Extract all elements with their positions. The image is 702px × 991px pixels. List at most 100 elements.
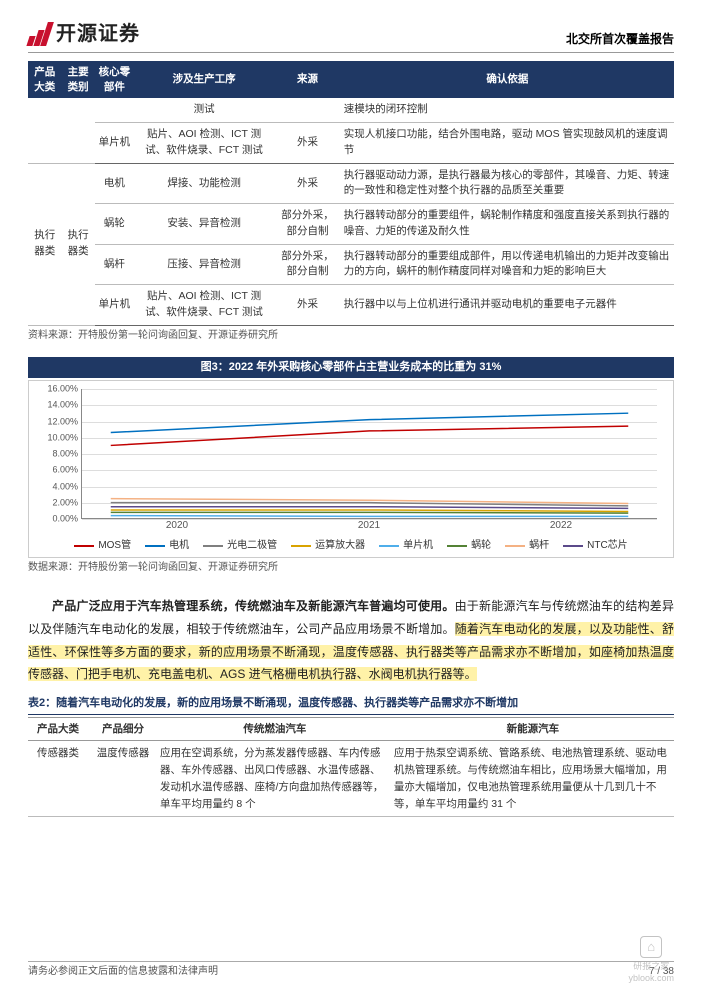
cell-process: 测试: [134, 98, 274, 122]
column-header: 产品细分: [88, 717, 158, 741]
legend-item: MOS管: [74, 539, 131, 553]
legend-item: 光电二极管: [203, 539, 277, 553]
y-tick-label: 2.00%: [42, 496, 82, 509]
table-row: 蜗轮安装、异音检测部分外采，部分自制执行器转动部分的重要组件，蜗轮制作精度和强度…: [28, 204, 674, 245]
column-header: 产品大类: [28, 717, 88, 741]
y-tick-label: 14.00%: [42, 399, 82, 412]
cell-process: 焊接、功能检测: [134, 163, 274, 204]
cell-rationale: 速模块的闭环控制: [341, 98, 674, 122]
body-paragraph: 产品广泛应用于汽车热管理系统，传统燃油车及新能源汽车普遍均可使用。由于新能源汽车…: [28, 595, 674, 686]
y-tick-label: 10.00%: [42, 431, 82, 444]
cell-source: 部分外采，部分自制: [274, 244, 341, 285]
legend-label: 蜗杆: [529, 539, 549, 553]
column-header: 涉及生产工序: [134, 61, 274, 98]
legend-item: 蜗杆: [505, 539, 549, 553]
page-header: 开源证券 北交所首次覆盖报告: [28, 20, 674, 53]
cell-component: 单片机: [95, 123, 134, 164]
column-header: 传统燃油汽车: [158, 717, 392, 741]
cell-component: 电机: [95, 163, 134, 204]
footer-disclaimer: 请务必参阅正文后面的信息披露和法律声明: [28, 965, 218, 979]
page-footer: 请务必参阅正文后面的信息披露和法律声明 7 / 38: [28, 961, 674, 979]
legend-swatch: [74, 545, 94, 547]
legend-item: 单片机: [379, 539, 433, 553]
cell-source: 部分外采，部分自制: [274, 204, 341, 245]
cell-component: [95, 98, 134, 122]
legend-swatch: [379, 545, 399, 547]
legend-swatch: [505, 545, 525, 547]
cell-source: [274, 98, 341, 122]
legend-label: NTC芯片: [587, 539, 628, 553]
legend-label: 单片机: [403, 539, 433, 553]
applications-table: 产品大类产品细分传统燃油汽车新能源汽车 传感器类 温度传感器 应用在空调系统，分…: [28, 717, 674, 818]
legend-label: MOS管: [98, 539, 131, 553]
series-line: [111, 507, 629, 509]
core-components-table: 产品大类主要类别核心零部件涉及生产工序来源确认依据 测试速模块的闭环控制单片机贴…: [28, 61, 674, 326]
column-header: 主要类别: [61, 61, 94, 98]
column-header: 新能源汽车: [392, 717, 674, 741]
y-tick-label: 0.00%: [42, 513, 82, 526]
brand-name: 开源证券: [56, 20, 140, 48]
x-tick-label: 2022: [465, 519, 657, 533]
brand-logo: 开源证券: [28, 20, 140, 48]
cell-source: 外采: [274, 285, 341, 326]
legend-swatch: [145, 545, 165, 547]
y-tick-label: 16.00%: [42, 383, 82, 396]
legend-item: 蜗轮: [447, 539, 491, 553]
cell-subcategory: 温度传感器: [88, 741, 158, 817]
figure3-chart: 0.00% 2.00% 4.00% 6.00% 8.00% 10.00% 12.00% 14.…: [28, 380, 674, 558]
column-header: 来源: [274, 61, 341, 98]
series-line: [111, 512, 629, 513]
cell-nev: 应用于热泵空调系统、管路系统、电池热管理系统、驱动电机热管理系统。与传统燃油车相…: [392, 741, 674, 817]
cell-rationale: 执行器转动部分的重要组成部件，用以传递电机输出的力矩并改变输出力的方向，蜗杆的制…: [341, 244, 674, 285]
column-header: 核心零部件: [95, 61, 134, 98]
footer-page-number: 7 / 38: [649, 965, 674, 979]
legend-swatch: [203, 545, 223, 547]
cell-process: 安装、异音检测: [134, 204, 274, 245]
table-row: 单片机贴片、AOI 检测、ICT 测试、软件烧录、FCT 测试外采执行器中以与上…: [28, 285, 674, 326]
cell-component: 单片机: [95, 285, 134, 326]
table-row: 蜗杆压接、异音检测部分外采，部分自制执行器转动部分的重要组成部件，用以传递电机输…: [28, 244, 674, 285]
legend-label: 电机: [169, 539, 189, 553]
cell-component: 蜗杆: [95, 244, 134, 285]
table-row: 单片机贴片、AOI 检测、ICT 测试、软件烧录、FCT 测试外采实现人机接口功…: [28, 123, 674, 164]
y-tick-label: 4.00%: [42, 480, 82, 493]
cell-category: 执行器类: [28, 163, 61, 325]
table-row: 测试 速模块的闭环控制: [28, 98, 674, 122]
report-type: 北交所首次覆盖报告: [566, 31, 674, 48]
legend-item: 电机: [145, 539, 189, 553]
legend-swatch: [447, 545, 467, 547]
cell-component: 蜗轮: [95, 204, 134, 245]
column-header: 产品大类: [28, 61, 61, 98]
cell-subcategory: 执行器类: [61, 163, 94, 325]
legend-label: 光电二极管: [227, 539, 277, 553]
cell-rationale: 执行器驱动动力源，是执行器最为核心的零部件，其噪音、力矩、转速的一致性和稳定性对…: [341, 163, 674, 204]
logo-icon: [28, 22, 50, 46]
legend-item: NTC芯片: [563, 539, 628, 553]
table1-source: 资料来源：开特股份第一轮问询函回复、开源证券研究所: [28, 329, 674, 343]
legend-swatch: [563, 545, 583, 547]
cell-category: 传感器类: [28, 741, 88, 817]
series-line: [111, 516, 629, 517]
y-tick-label: 6.00%: [42, 464, 82, 477]
cell-process: 贴片、AOI 检测、ICT 测试、软件烧录、FCT 测试: [134, 285, 274, 326]
y-tick-label: 12.00%: [42, 415, 82, 428]
cell-process: 贴片、AOI 检测、ICT 测试、软件烧录、FCT 测试: [134, 123, 274, 164]
legend-label: 运算放大器: [315, 539, 365, 553]
cell-source: 外采: [274, 163, 341, 204]
series-line: [111, 510, 629, 512]
x-tick-label: 2021: [273, 519, 465, 533]
body-lead: 产品广泛应用于汽车热管理系统，传统燃油车及新能源汽车普遍均可使用。: [52, 599, 455, 613]
watermark-icon: ⌂: [640, 936, 662, 958]
x-tick-label: 2020: [81, 519, 273, 533]
table-row: 传感器类 温度传感器 应用在空调系统，分为蒸发器传感器、车内传感器、车外传感器、…: [28, 741, 674, 817]
cell-fuel-vehicle: 应用在空调系统，分为蒸发器传感器、车内传感器、车外传感器、出风口传感器、水温传感…: [158, 741, 392, 817]
legend-label: 蜗轮: [471, 539, 491, 553]
table-row: 执行器类执行器类电机焊接、功能检测外采执行器驱动动力源，是执行器最为核心的零部件…: [28, 163, 674, 204]
legend-swatch: [291, 545, 311, 547]
cell-process: 压接、异音检测: [134, 244, 274, 285]
cell-source: 外采: [274, 123, 341, 164]
table2-title: 表2：随着汽车电动化的发展，新的应用场景不断涌现，温度传感器、执行器类等产品需求…: [28, 696, 674, 714]
column-header: 确认依据: [341, 61, 674, 98]
cell-rationale: 执行器中以与上位机进行通讯并驱动电机的重要电子元器件: [341, 285, 674, 326]
y-tick-label: 8.00%: [42, 448, 82, 461]
